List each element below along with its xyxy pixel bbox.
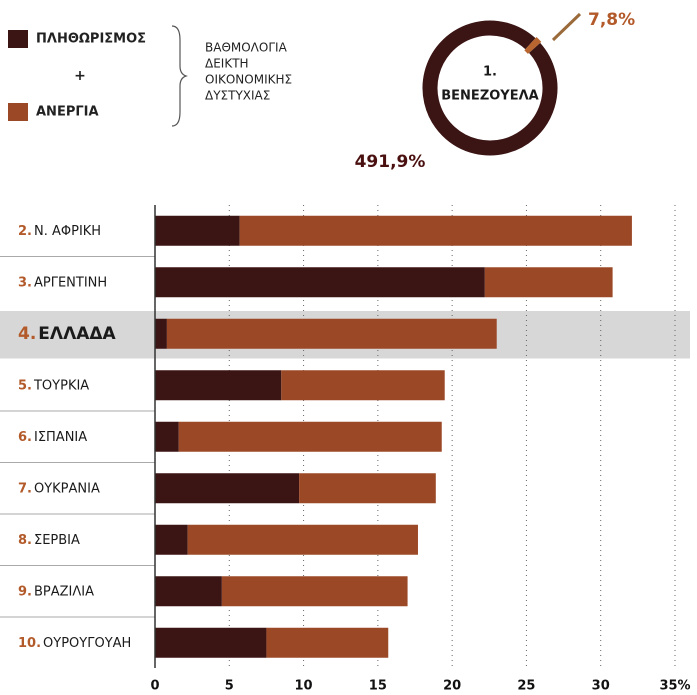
x-tick-label: 10 — [295, 679, 313, 694]
category-rank: 5. — [18, 378, 32, 393]
category-label: 10. ΟΥΡΟΥΓΟΥΑΗ — [18, 635, 131, 650]
category-label: 6. ΙΣΠΑΝΙΑ — [18, 429, 87, 444]
legend-label: ΠΛΗΘΩΡΙΣΜΟΣ — [36, 32, 146, 47]
donut-segment — [524, 37, 542, 54]
category-label: 3. ΑΡΓΕΝΤΙΝΗ — [18, 275, 107, 290]
category-name: ΕΛΛΑΔΑ — [38, 324, 116, 344]
bar-segment — [239, 215, 632, 246]
bar-segment — [266, 627, 389, 658]
category-name: ΟΥΡΟΥΓΟΥΑΗ — [43, 635, 131, 650]
bar-segment — [155, 318, 167, 349]
donut-category: ΒΕΝΕΖΟΥΕΛΑ — [441, 89, 538, 104]
x-tick-label: 35% — [659, 679, 690, 694]
category-name: ΑΡΓΕΝΤΙΝΗ — [34, 275, 107, 290]
bar-segment — [155, 627, 267, 658]
note-line: ΒΑΘΜΟΛΟΓΙΑ — [205, 41, 288, 55]
category-name: ΣΕΡΒΙΑ — [34, 532, 80, 547]
bar-segment — [155, 421, 179, 452]
category-rank: 10. — [18, 635, 41, 650]
category-name: ΒΡΑΖΙΛΙΑ — [34, 584, 94, 599]
bar-segment — [484, 267, 613, 298]
bar-segment — [155, 524, 188, 555]
donut-segment — [422, 20, 558, 156]
category-label: 4. ΕΛΛΑΔΑ — [18, 324, 117, 344]
bar-segment — [155, 215, 240, 246]
legend-joiner: + — [74, 68, 86, 84]
x-tick-label: 20 — [443, 679, 461, 694]
bar-segment — [221, 576, 408, 607]
legend-swatch — [8, 30, 28, 48]
donut-rank: 1. — [483, 65, 497, 80]
category-rank: 3. — [18, 275, 32, 290]
category-label: 8. ΣΕΡΒΙΑ — [18, 532, 80, 547]
bar-segment — [178, 421, 442, 452]
bar-segment — [155, 473, 300, 504]
category-rank: 9. — [18, 584, 32, 599]
category-name: Ν. ΑΦΡΙΚΗ — [34, 223, 101, 238]
brace — [171, 25, 188, 127]
bar-segment — [166, 318, 497, 349]
note-line: ΔΕΙΚΤΗ — [205, 57, 249, 71]
category-name: ΤΟΥΡΚΙΑ — [33, 378, 89, 393]
legend-label: ΑΝΕΡΓΙΑ — [36, 105, 99, 120]
category-label: 7. ΟΥΚΡΑΝΙΑ — [18, 481, 100, 496]
note-line: ΔΥΣΤΥΧΙΑΣ — [205, 89, 270, 103]
bar-segment — [155, 267, 485, 298]
category-rank: 4. — [18, 324, 36, 344]
bar-segment — [299, 473, 436, 504]
x-tick-label: 25 — [517, 679, 535, 694]
value-label: 491,9% — [355, 152, 426, 172]
category-label: 9. ΒΡΑΖΙΛΙΑ — [18, 584, 94, 599]
legend-swatch — [8, 103, 28, 121]
bar-segment — [281, 370, 445, 401]
x-tick-label: 5 — [225, 679, 234, 694]
category-rank: 7. — [18, 481, 32, 496]
x-tick-label: 30 — [592, 679, 610, 694]
bar-segment — [187, 524, 418, 555]
bar-segment — [155, 576, 222, 607]
category-name: ΙΣΠΑΝΙΑ — [34, 429, 87, 444]
category-label: 2. Ν. ΑΦΡΙΚΗ — [18, 223, 101, 238]
category-rank: 6. — [18, 429, 32, 444]
category-rank: 2. — [18, 223, 32, 238]
category-rank: 8. — [18, 532, 32, 547]
x-tick-label: 0 — [150, 679, 159, 694]
category-label: 5. ΤΟΥΡΚΙΑ — [18, 378, 89, 393]
x-tick-label: 15 — [369, 679, 387, 694]
category-name: ΟΥΚΡΑΝΙΑ — [34, 481, 100, 496]
value-label: 7,8% — [588, 10, 635, 30]
note-line: ΟΙΚΟΝΟΜΙΚΗΣ — [205, 73, 292, 87]
bar-segment — [155, 370, 282, 401]
callout-line — [551, 12, 582, 42]
